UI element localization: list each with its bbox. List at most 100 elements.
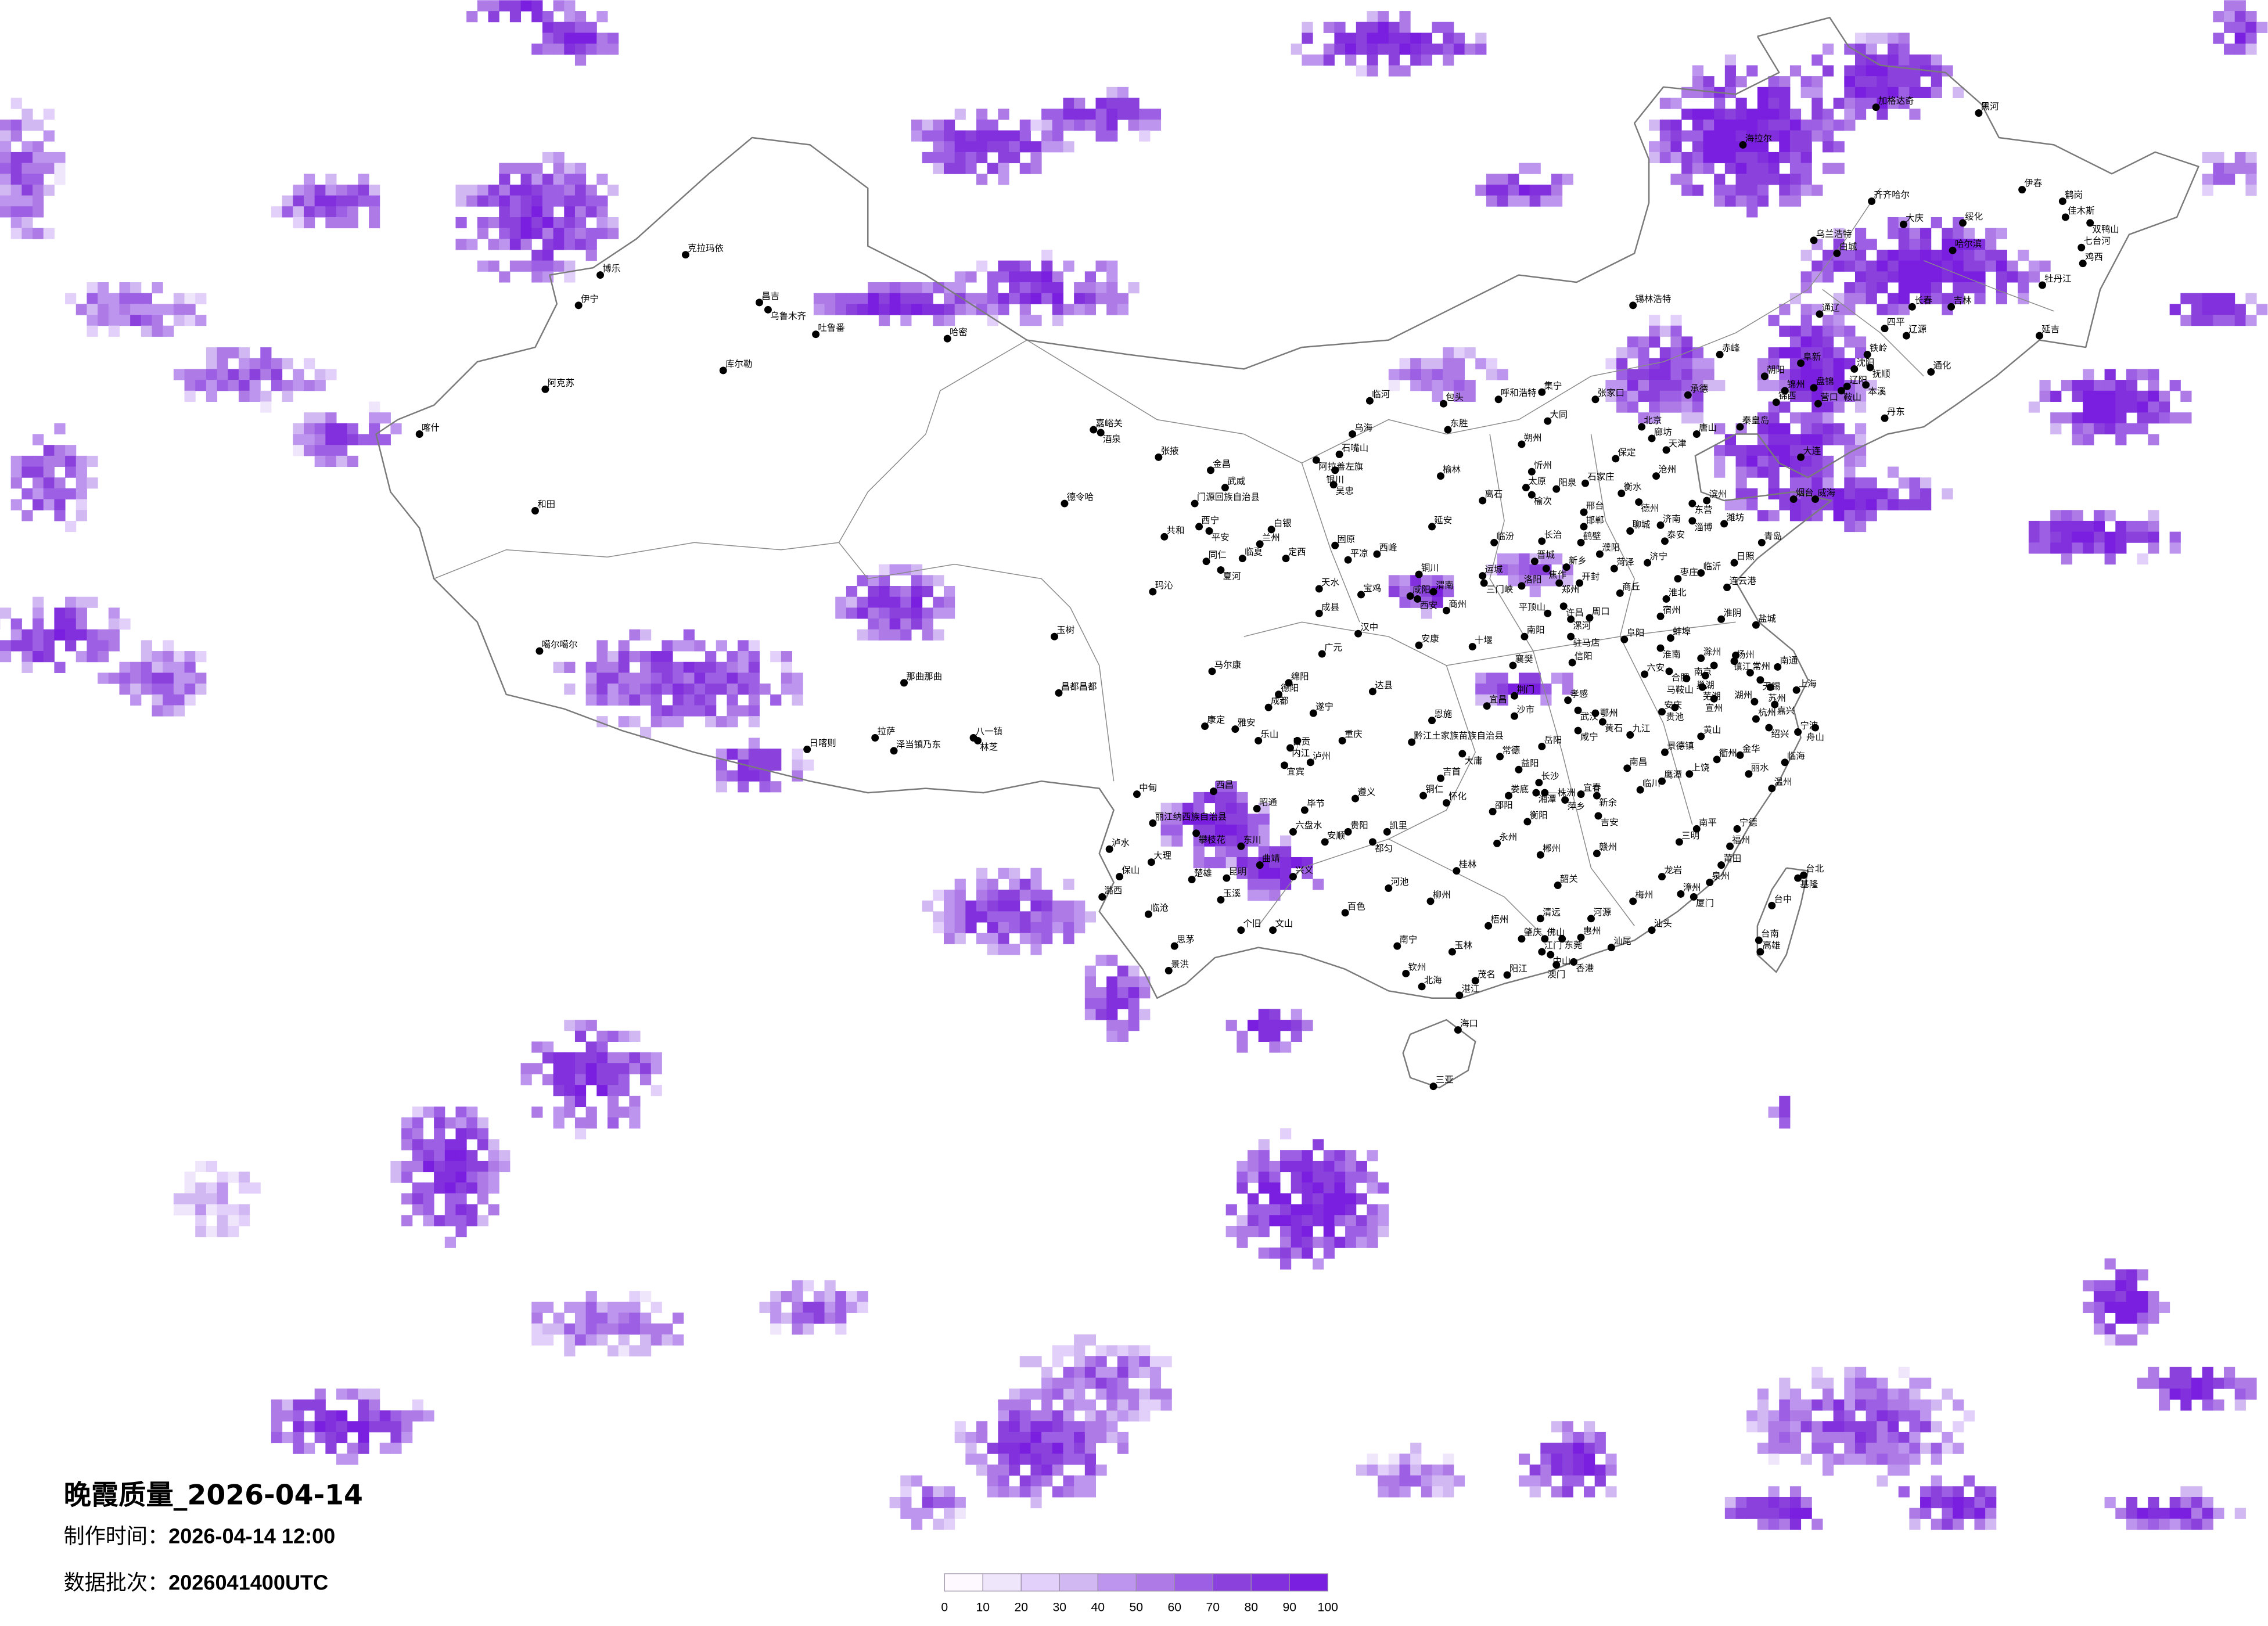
- quality-cell: [542, 206, 554, 218]
- city-dot-icon: [1559, 602, 1568, 610]
- quality-cell: [803, 1323, 814, 1335]
- city-label: 噶尔噶尔: [542, 639, 578, 650]
- city-label: 长沙: [1541, 771, 1559, 782]
- quality-cell: [163, 694, 174, 706]
- quality-cell: [1692, 358, 1703, 369]
- quality-cell: [585, 206, 597, 218]
- city-marker: 郑州: [1555, 579, 1579, 595]
- city-dot-icon: [1368, 688, 1376, 696]
- quality-cell: [2224, 293, 2235, 304]
- city-label: 苏州: [1768, 693, 1786, 704]
- city-dot-icon: [1752, 715, 1760, 723]
- quality-cell: [1074, 304, 1086, 315]
- quality-cell: [1724, 163, 1737, 174]
- city-marker: 贵池: [1666, 703, 1684, 722]
- quality-cell: [2050, 520, 2062, 533]
- city-marker: 临海: [1781, 751, 1805, 767]
- quality-cell: [1258, 1030, 1270, 1042]
- city-marker: 潞西: [1098, 885, 1122, 901]
- city-dot-icon: [1479, 572, 1487, 580]
- quality-cell: [1345, 1215, 1357, 1226]
- quality-cell: [1128, 1009, 1140, 1020]
- quality-cell: [640, 1334, 652, 1346]
- quality-cell: [1735, 195, 1747, 207]
- quality-cell: [1313, 879, 1324, 890]
- quality-cell: [1963, 1410, 1975, 1422]
- quality-cell: [1800, 1454, 1812, 1465]
- quality-cell: [1410, 44, 1422, 55]
- quality-cell: [1724, 184, 1737, 196]
- quality-cell: [303, 412, 315, 424]
- quality-cell: [976, 879, 988, 890]
- quality-cell: [1074, 1442, 1086, 1454]
- city-marker: 中甸: [1133, 783, 1157, 798]
- quality-cell: [1920, 54, 1932, 66]
- quality-cell: [650, 1085, 662, 1096]
- quality-cell: [108, 629, 120, 641]
- quality-cell: [1877, 54, 1888, 66]
- quality-cell: [1779, 434, 1791, 445]
- quality-cell: [1768, 98, 1780, 109]
- quality-cell: [1247, 835, 1259, 847]
- city-marker: 张掖: [1155, 445, 1178, 461]
- city-label: 平顶山: [1519, 602, 1545, 612]
- country-border: [375, 17, 2199, 999]
- quality-cell: [2126, 1269, 2138, 1280]
- quality-cell: [1757, 1410, 1769, 1422]
- quality-cell: [1540, 684, 1552, 695]
- quality-cell: [944, 119, 955, 131]
- city-label: 长春: [1914, 295, 1932, 305]
- quality-cell: [282, 195, 293, 207]
- quality-cell: [1822, 434, 1834, 445]
- city-label: 个旧: [1243, 919, 1261, 929]
- city-marker: 贵阳: [1344, 820, 1368, 836]
- city-label: 潍坊: [1726, 512, 1744, 523]
- quality-cell: [1084, 1454, 1097, 1465]
- quality-cell: [1399, 575, 1411, 587]
- city-marker: 通化: [1927, 360, 1951, 376]
- city-marker: 马鞍山: [1666, 674, 1694, 695]
- city-marker: 保山: [1116, 865, 1140, 881]
- quality-cell: [1291, 1226, 1302, 1238]
- quality-cell: [1822, 271, 1834, 283]
- city-dot-icon: [1899, 220, 1907, 228]
- quality-cell: [1508, 195, 1519, 207]
- quality-cell: [1573, 1464, 1584, 1476]
- city-dot-icon: [1797, 453, 1805, 461]
- quality-cell: [1551, 1464, 1563, 1476]
- quality-cell: [1432, 44, 1443, 55]
- quality-cell: [1225, 1020, 1237, 1031]
- quality-cell: [1019, 1399, 1031, 1411]
- city-marker: 清远: [1536, 907, 1561, 923]
- quality-cell: [1757, 455, 1769, 467]
- quality-cell: [1063, 260, 1074, 272]
- quality-cell: [477, 1215, 489, 1226]
- city-marker: 黄石: [1598, 718, 1623, 733]
- city-label: 康定: [1207, 715, 1225, 725]
- quality-cell: [1931, 1497, 1942, 1509]
- quality-cell: [43, 477, 55, 489]
- quality-cell: [1866, 1388, 1877, 1400]
- quality-cell: [0, 195, 12, 207]
- quality-cell: [1323, 54, 1335, 66]
- city-dot-icon: [1511, 692, 1518, 700]
- quality-cell: [1898, 1464, 1910, 1476]
- quality-cell: [1844, 87, 1856, 98]
- city-label: 曲靖: [1262, 854, 1280, 864]
- quality-cell: [1334, 1204, 1346, 1215]
- quality-cell: [455, 1226, 467, 1238]
- quality-cell: [76, 510, 87, 521]
- quality-cell: [629, 1301, 641, 1313]
- quality-cell: [1822, 315, 1834, 326]
- quality-cell: [1269, 857, 1281, 869]
- quality-cell: [1378, 33, 1389, 44]
- quality-cell: [889, 1497, 901, 1509]
- quality-cell: [2148, 520, 2159, 533]
- quality-cell: [1182, 814, 1194, 825]
- quality-cell: [1931, 1454, 1942, 1465]
- quality-cell: [1833, 228, 1845, 239]
- city-marker: 雅安: [1231, 718, 1255, 733]
- quality-cell: [1898, 1486, 1910, 1498]
- city-label: 金华: [1742, 743, 1760, 754]
- quality-cell: [596, 1334, 608, 1346]
